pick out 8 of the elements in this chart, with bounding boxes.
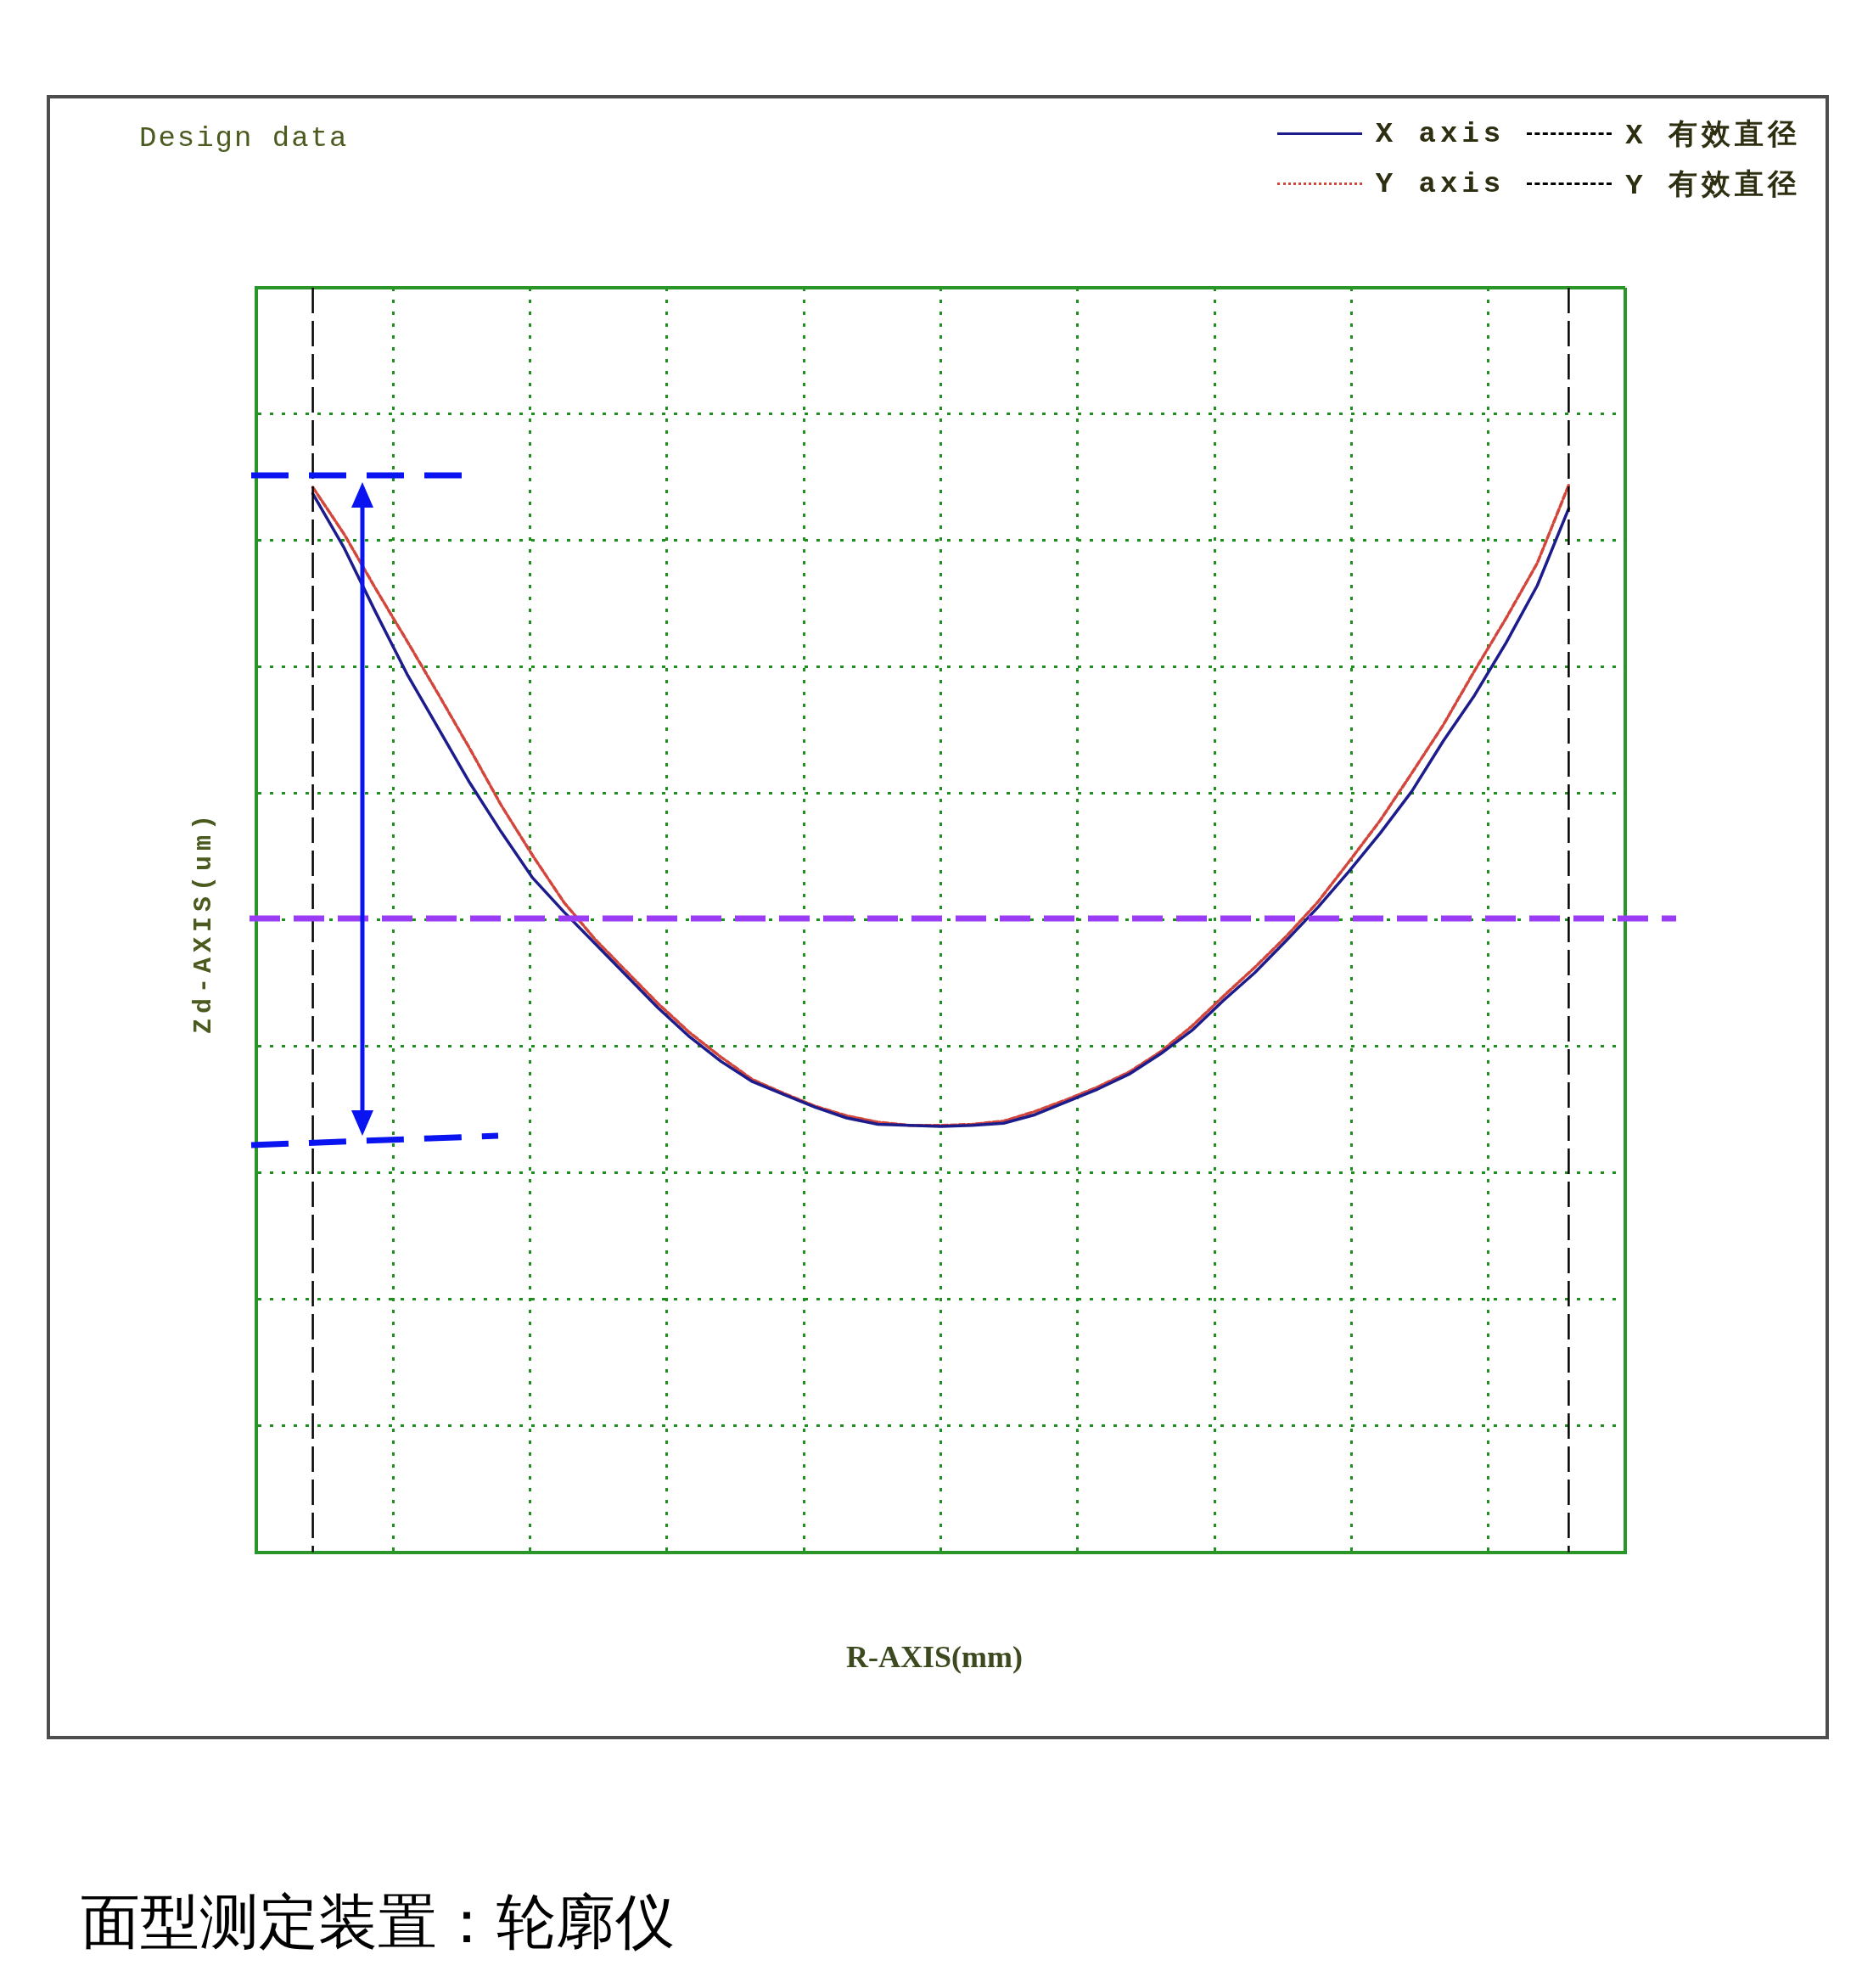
text: X 有效直径: [1625, 118, 1801, 154]
text: Y 有效直径: [1625, 168, 1801, 204]
text: 面型测定装置：轮廓仪: [81, 1889, 675, 1957]
legend-label: Y axis: [1375, 167, 1506, 200]
y-axis-title: Zd-AXIS(um): [189, 809, 218, 1035]
chart-title: Design data: [139, 122, 349, 154]
legend-label: X axis: [1375, 117, 1506, 150]
x-axis-title: R-AXIS(mm): [846, 1639, 1023, 1675]
